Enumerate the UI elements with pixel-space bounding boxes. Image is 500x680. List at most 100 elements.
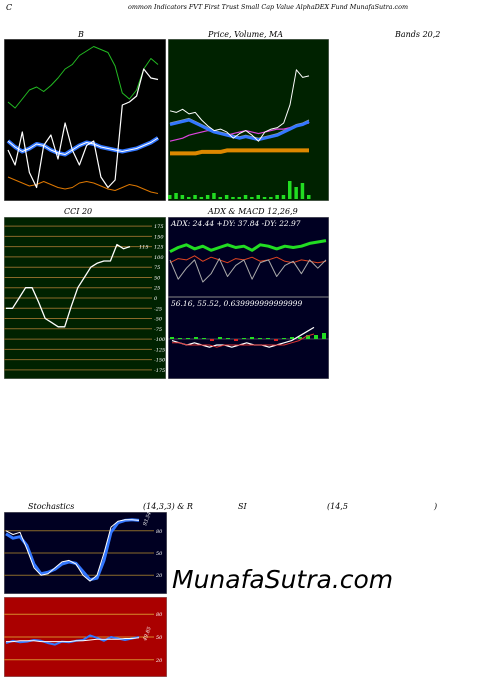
watermark: MunafaSutra.com bbox=[172, 565, 394, 594]
cci-tick-label: -125 bbox=[154, 347, 165, 353]
label-b: B bbox=[78, 30, 84, 39]
cci-tick-label: 25 bbox=[153, 286, 160, 292]
stoch-value-label: 93.54 bbox=[142, 512, 153, 527]
header-prefix: C bbox=[6, 3, 13, 12]
volume-bar bbox=[275, 195, 279, 199]
adx-macd-panel: ADX: 24.44 +DY: 37.84 -DY: 22.97 56.16, … bbox=[168, 217, 329, 379]
cci-panel: 175 150 125 100 75 50 25 0 -25 -50 -75 -100 -125 -150… bbox=[4, 217, 166, 379]
macd-histogram-bar bbox=[178, 338, 182, 339]
stoch-tick-label: 50 bbox=[156, 551, 163, 557]
ma-line-orange bbox=[170, 148, 309, 156]
adx-readout: ADX: 24.44 +DY: 37.84 -DY: 22.97 bbox=[170, 219, 301, 228]
rsi-tick-label: 50 bbox=[156, 635, 163, 641]
label-rsi-close: ) bbox=[434, 502, 438, 511]
cci-tick-label: -25 bbox=[154, 306, 162, 312]
cci-tick-label: 150 bbox=[154, 234, 164, 240]
cci-tick-label: -175 bbox=[154, 368, 165, 374]
volume-bar bbox=[218, 197, 222, 199]
stochastics-panel: 80 50 20 93.54 bbox=[4, 512, 167, 594]
label-adx-macd: ADX & MACD 12,26,9 bbox=[208, 207, 298, 216]
volume-bar bbox=[243, 195, 248, 199]
bb-lower-band bbox=[7, 176, 159, 194]
volume-bar bbox=[199, 197, 204, 199]
macd-histogram-bar bbox=[322, 333, 326, 339]
bollinger-chart bbox=[4, 39, 166, 201]
cci-tick-label: -75 bbox=[154, 327, 162, 333]
stochastics-chart: 80 50 20 93.54 bbox=[4, 512, 167, 594]
page-title: ommon Indicators FVT First Trust Small C… bbox=[128, 3, 409, 11]
macd-line bbox=[171, 326, 315, 348]
adx-minus-di bbox=[169, 255, 327, 264]
volume-bar bbox=[224, 195, 229, 199]
rsi-chart: 80 50 20 49.85 bbox=[4, 597, 167, 677]
volume-bar bbox=[269, 197, 273, 199]
price-volume-chart bbox=[168, 39, 329, 201]
volume-bar bbox=[205, 195, 210, 199]
rsi-tick-label: 80 bbox=[156, 612, 163, 618]
volume-bar bbox=[237, 197, 241, 199]
macd-histogram-bar bbox=[202, 338, 206, 339]
price-panel bbox=[168, 39, 329, 201]
stoch-k-line bbox=[5, 519, 140, 582]
macd-histogram-bar bbox=[298, 337, 302, 339]
rsi-average-line bbox=[6, 637, 140, 643]
cci-last-value: 115 bbox=[139, 245, 149, 251]
volume-bar bbox=[307, 195, 311, 199]
macd-histogram-bar bbox=[266, 338, 270, 339]
volume-bar bbox=[262, 197, 267, 199]
stoch-tick-label: 20 bbox=[155, 573, 163, 579]
volume-bar bbox=[300, 183, 305, 199]
macd-histogram-bar bbox=[306, 335, 310, 339]
cci-tick-label: -50 bbox=[154, 317, 163, 323]
cci-tick-label: 75 bbox=[154, 265, 160, 271]
macd-histogram-bar bbox=[258, 338, 262, 339]
volume-bar bbox=[231, 197, 235, 199]
macd-histogram-bar bbox=[274, 339, 278, 341]
label-price-volume-ma: Price, Volume, MA bbox=[208, 30, 284, 39]
volume-bar bbox=[281, 195, 286, 199]
macd-histogram-bar bbox=[314, 335, 318, 339]
rsi-panel: 80 50 20 49.85 bbox=[4, 597, 167, 677]
macd-histogram-bar bbox=[186, 338, 190, 339]
bb-price-line bbox=[7, 68, 159, 189]
volume-bar bbox=[250, 197, 254, 199]
macd-histogram-bar bbox=[218, 337, 222, 339]
label-cci: CCI 20 bbox=[64, 207, 93, 216]
label-rsi-params: (14,5 bbox=[327, 502, 348, 511]
rsi-tick-label: 20 bbox=[155, 658, 163, 664]
volume-bar bbox=[212, 193, 216, 199]
volume-bar bbox=[187, 197, 191, 199]
cci-tick-label: 50 bbox=[154, 276, 161, 282]
macd-histogram-bar bbox=[290, 337, 294, 339]
macd-histogram-bar bbox=[170, 337, 174, 339]
macd-signal-line bbox=[172, 333, 315, 348]
label-rsi: SI bbox=[238, 502, 247, 511]
bb-middle-band-core bbox=[7, 137, 159, 155]
macd-histogram-bar bbox=[282, 338, 286, 339]
volume-bar bbox=[180, 195, 185, 199]
volume-bar bbox=[294, 187, 298, 199]
cci-tick-label: -150 bbox=[154, 358, 166, 364]
stoch-tick-label: 80 bbox=[156, 529, 163, 535]
volume-bar bbox=[256, 195, 260, 199]
rsi-value-label: 49.85 bbox=[142, 626, 153, 642]
price-line bbox=[169, 69, 310, 142]
ma-line-magenta bbox=[169, 122, 310, 142]
macd-histogram-bar bbox=[226, 338, 230, 339]
label-bands: Bands 20,2 bbox=[395, 30, 441, 39]
volume-bar bbox=[174, 193, 178, 199]
cci-tick-label: -100 bbox=[154, 337, 166, 343]
bollinger-panel bbox=[4, 39, 166, 201]
adx-macd-chart: ADX: 24.44 +DY: 37.84 -DY: 22.97 56.16, … bbox=[168, 217, 329, 379]
cci-tick-label: 125 bbox=[154, 245, 164, 251]
macd-histogram-bar bbox=[234, 339, 238, 341]
cci-tick-label: 0 bbox=[154, 296, 158, 302]
label-stoch-params: (14,3,3) & R bbox=[143, 502, 193, 511]
ma-line-blue bbox=[169, 118, 310, 142]
adx-line bbox=[169, 258, 327, 283]
cci-line bbox=[6, 243, 131, 328]
volume-bar bbox=[168, 195, 172, 199]
volume-bar bbox=[193, 195, 197, 199]
label-stochastics: Stochastics bbox=[28, 502, 75, 511]
bb-upper-band bbox=[7, 46, 159, 109]
